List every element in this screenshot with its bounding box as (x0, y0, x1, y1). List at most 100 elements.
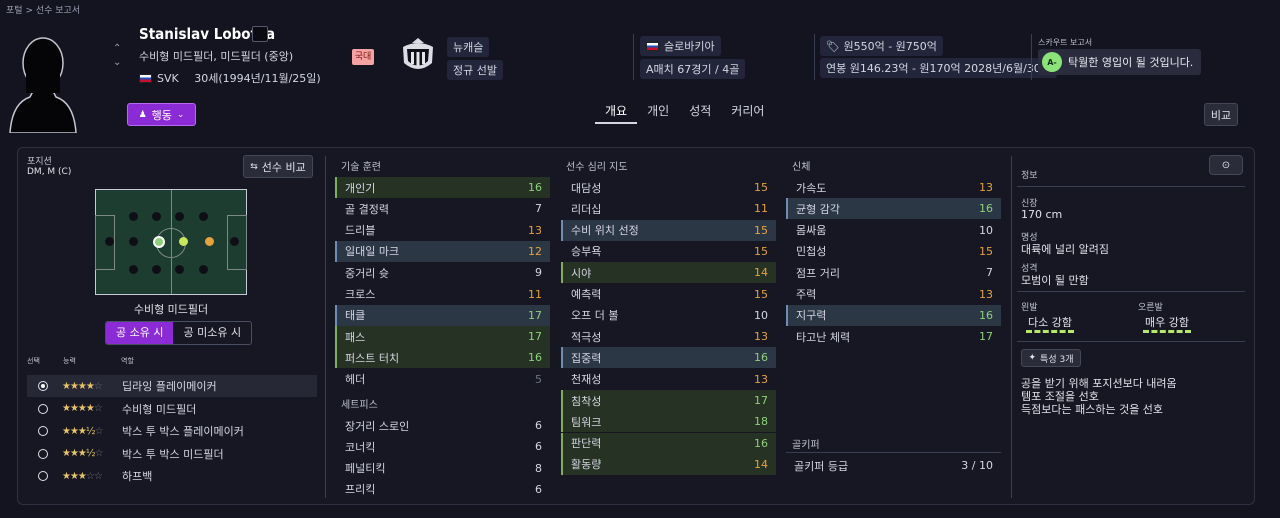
toggle-in-possession[interactable]: 공 소유 시 (106, 322, 174, 344)
positions-short: DM, M (C) (27, 167, 72, 177)
attribute-name: 몸싸움 (796, 224, 827, 238)
role-radio[interactable] (38, 403, 48, 414)
attribute-row: 주력 13 (786, 284, 1001, 305)
goalkeeper-title: 골키퍼 (792, 440, 820, 451)
breadcrumb: 포털 > 선수 보고서 (6, 3, 80, 16)
attribute-row: 태클 17 (335, 304, 550, 326)
attribute-value: 15 (754, 244, 768, 258)
left-foot-label: 왼발 (1021, 303, 1038, 313)
attribute-row: 민첩성 15 (786, 241, 1001, 262)
attribute-row: 골 결정력 7 (335, 198, 550, 219)
attribute-name: 점프 거리 (796, 266, 840, 280)
role-stars: ★★★½☆ (62, 448, 104, 459)
next-player-icon[interactable]: ⌄ (113, 57, 122, 68)
role-row[interactable]: ★★★½☆ 박스 투 박스 플레이메이커 (27, 420, 317, 442)
role-row[interactable]: ★★★★☆ 수비형 미드필더 (27, 398, 317, 420)
attribute-row: 타고난 체력 17 (786, 326, 1001, 347)
attribute-value: 17 (979, 330, 993, 344)
toggle-out-possession[interactable]: 공 미소유 시 (183, 326, 242, 339)
attribute-row: 드리블 13 (335, 220, 550, 241)
physical-title: 신체 (792, 162, 811, 173)
traits-button[interactable]: ✦ 특성 3개 (1021, 349, 1081, 367)
attribute-row: 판단력 16 (561, 432, 776, 454)
divider (1011, 156, 1012, 498)
attribute-value: 8 (535, 461, 542, 475)
compare-button[interactable]: 비교 (1204, 103, 1238, 126)
pitch-diagram (95, 189, 247, 295)
attribute-name: 승부욕 (571, 245, 602, 259)
role-row[interactable]: ★★★½☆ 박스 투 박스 미드필더 (27, 443, 317, 465)
view-options-button[interactable]: ⊙ (1209, 155, 1243, 175)
tab-career[interactable]: 커리어 (731, 104, 765, 118)
role-radio[interactable] (38, 448, 48, 459)
attribute-value: 17 (528, 330, 542, 344)
attribute-name: 중거리 슛 (345, 266, 389, 280)
role-row[interactable]: ★★★★☆ 딥라잉 플레이메이커 (27, 375, 317, 397)
attribute-row: 집중력 16 (561, 347, 776, 369)
nation-pill[interactable]: 슬로바키아 (640, 36, 721, 56)
attribute-name: 집중력 (571, 351, 602, 365)
attribute-name: 프리킥 (345, 483, 376, 497)
attribute-name: 예측력 (571, 288, 602, 301)
tab-overview[interactable]: 개요 (595, 102, 638, 124)
trait-item: 공을 받기 위해 포지션보다 내려옴 (1021, 377, 1177, 390)
role-radio[interactable] (38, 426, 48, 436)
divider (325, 156, 326, 498)
role-radio[interactable] (38, 381, 48, 391)
chevron-down-icon: ⌄ (176, 109, 185, 120)
attribute-value: 17 (528, 308, 542, 322)
attribute-value: 16 (528, 181, 542, 194)
trait-item: 템포 조절을 선호 (1021, 390, 1099, 403)
attribute-value: 15 (754, 223, 768, 237)
player-compare-button[interactable]: ⇆ 선수 비교 (243, 155, 313, 178)
attribute-value: 18 (754, 415, 768, 429)
attribute-value: 6 (535, 482, 542, 496)
attribute-name: 퍼스트 터치 (345, 351, 400, 365)
right-foot-value: 매우 강함 (1143, 314, 1191, 333)
attribute-row: 점프 거리 7 (786, 262, 1001, 283)
attribute-value: 15 (979, 244, 993, 258)
attribute-value: 5 (535, 372, 542, 386)
attribute-value: 11 (528, 287, 542, 301)
height-value: 170 cm (1021, 208, 1063, 221)
tag-icon: 🏷 (826, 40, 840, 53)
prev-player-icon[interactable]: ⌃ (113, 43, 122, 54)
club-name-pill[interactable]: 뉴캐슬 (447, 37, 490, 57)
sparkle-icon: ✦ (1028, 353, 1037, 363)
attribute-row: 페널티킥 8 (335, 458, 550, 479)
attribute-value: 11 (754, 202, 768, 216)
position-mc-marker (179, 237, 188, 246)
attribute-name: 오프 더 볼 (571, 309, 619, 323)
attribute-name: 시야 (571, 266, 592, 280)
divider (786, 452, 1001, 453)
attribute-row: 퍼스트 터치 16 (335, 347, 550, 369)
breadcrumb-home[interactable]: 포털 (6, 6, 23, 16)
role-radio[interactable] (38, 471, 48, 481)
player-nation-age: SVK 30세(1994년/11월/25일) (139, 70, 321, 86)
divider (1017, 291, 1245, 292)
attribute-name: 골 결정력 (345, 202, 389, 216)
tab-personal[interactable]: 개인 (647, 104, 670, 118)
role-row[interactable]: ★★★☆☆ 하프백 (27, 465, 317, 487)
attribute-name: 판단력 (571, 437, 602, 451)
player-color-box (252, 26, 268, 42)
attribute-value: 15 (754, 287, 768, 301)
scout-badge[interactable]: A- 탁월한 영입이 될 것입니다. (1038, 49, 1202, 75)
attribute-name: 일대일 마크 (345, 245, 400, 259)
divider (1031, 34, 1032, 80)
action-button[interactable]: ♟ 행동 ⌄ (127, 103, 196, 126)
attribute-row: 침착성 17 (561, 390, 776, 411)
attribute-row: 활동량 14 (561, 453, 776, 475)
tab-stats[interactable]: 성적 (689, 104, 712, 118)
role-name: 딥라잉 플레이메이커 (122, 380, 217, 393)
header-select: 선택 (27, 357, 40, 365)
attribute-row: 대담성 15 (561, 177, 776, 198)
attribute-value: 16 (528, 351, 542, 365)
age-dob: 30세(1994년/11월/25일) (194, 72, 321, 85)
attribute-name: 헤더 (345, 373, 366, 387)
gk-rating-row: 골키퍼 등급 3 / 10 (794, 459, 993, 473)
attribute-value: 16 (754, 351, 768, 365)
attribute-row: 리더십 11 (561, 198, 776, 219)
attribute-value: 10 (754, 308, 768, 322)
attribute-name: 천재성 (571, 373, 602, 387)
